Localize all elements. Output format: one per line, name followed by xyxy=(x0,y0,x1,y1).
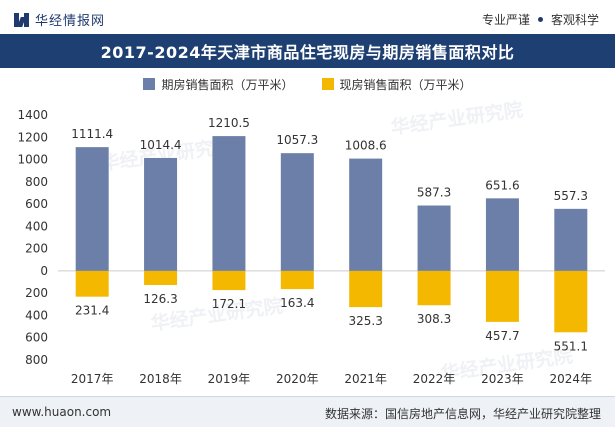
data-label-existing: 163.4 xyxy=(280,296,314,310)
x-tick-label: 2023年 xyxy=(481,372,524,386)
bar-existing xyxy=(554,270,588,333)
data-label-existing: 308.3 xyxy=(417,312,451,326)
data-label-futures: 1111.4 xyxy=(71,127,113,141)
bar-existing xyxy=(75,270,109,297)
bar-existing xyxy=(417,270,451,306)
y-tick-label: 400 xyxy=(25,308,48,322)
bar-futures xyxy=(485,198,519,271)
bar-futures xyxy=(349,158,383,271)
y-tick-label: 200 xyxy=(25,286,48,300)
y-tick-label: 1400 xyxy=(17,108,48,122)
legend-label-existing: 现房销售面积（万平米） xyxy=(339,77,472,92)
data-label-existing: 126.3 xyxy=(143,292,177,306)
chart-title: 2017-2024年天津市商品住宅现房与期房销售面积对比 xyxy=(100,43,515,62)
data-label-futures: 557.3 xyxy=(554,189,588,203)
bar-existing xyxy=(212,270,246,291)
y-tick-label: 200 xyxy=(25,242,48,256)
top-bar: 华经情报网 专业严谨 客观科学 xyxy=(0,0,615,34)
y-tick-label: 600 xyxy=(25,331,48,345)
legend-swatch-futures xyxy=(143,78,156,90)
bar-existing xyxy=(280,270,314,290)
y-tick-label: 600 xyxy=(25,197,48,211)
data-label-existing: 457.7 xyxy=(485,329,519,343)
brand-name: 华经情报网 xyxy=(35,14,106,29)
y-tick-label: 1200 xyxy=(17,130,48,144)
bar-existing xyxy=(485,270,519,322)
x-tick-label: 2019年 xyxy=(208,372,251,386)
footer: www.huaon.com 数据来源：国信房地产信息网，华经产业研究院整理 xyxy=(0,396,615,427)
data-label-existing: 325.3 xyxy=(349,314,383,328)
data-label-futures: 1057.3 xyxy=(276,133,318,147)
legend-swatch-existing xyxy=(321,78,334,90)
legend-label-futures: 期房销售面积（万平米） xyxy=(161,77,294,92)
x-tick-label: 2024年 xyxy=(550,372,593,386)
bar-futures xyxy=(554,208,588,271)
data-label-futures: 587.3 xyxy=(417,186,451,200)
bar-futures xyxy=(212,136,246,271)
footer-website[interactable]: www.huaon.com xyxy=(12,405,112,419)
bar-futures xyxy=(280,153,314,271)
y-tick-label: 1000 xyxy=(17,153,48,167)
data-label-futures: 651.6 xyxy=(485,178,519,192)
huajing-logo-icon xyxy=(14,12,29,27)
x-tick-label: 2022年 xyxy=(413,372,456,386)
y-tick-label: 400 xyxy=(25,219,48,233)
tagline-left: 专业严谨 xyxy=(481,13,530,27)
data-label-futures: 1014.4 xyxy=(140,138,182,152)
bar-existing xyxy=(349,270,383,308)
footer-source: 数据来源：国信房地产信息网，华经产业研究院整理 xyxy=(324,407,601,421)
y-tick-label: 800 xyxy=(25,353,48,367)
x-tick-label: 2018年 xyxy=(139,372,182,386)
y-tick-label: 800 xyxy=(25,175,48,189)
bar-futures xyxy=(144,157,178,271)
title-bar: 2017-2024年天津市商品住宅现房与期房销售面积对比 xyxy=(0,34,615,68)
dot-icon xyxy=(537,17,543,22)
tagline: 专业严谨 客观科学 xyxy=(482,11,599,28)
legend-item-existing: 现房销售面积（万平米） xyxy=(321,76,472,93)
legend-item-futures: 期房销售面积（万平米） xyxy=(143,76,294,93)
data-label-existing: 551.1 xyxy=(554,339,588,353)
x-tick-label: 2021年 xyxy=(344,372,387,386)
y-tick-label: 0 xyxy=(40,264,48,278)
bar-futures xyxy=(417,205,451,271)
data-label-existing: 231.4 xyxy=(75,304,109,318)
bar-chart: 1400 1200 1000 800 600 400 200 0 200 400 600 800 111… xyxy=(17,108,605,386)
bar-futures xyxy=(75,147,109,271)
data-label-futures: 1210.5 xyxy=(208,116,250,130)
data-label-futures: 1008.6 xyxy=(345,139,387,153)
bar-existing xyxy=(144,270,178,285)
data-label-existing: 172.1 xyxy=(212,297,246,311)
chart-legend: 期房销售面积（万平米） 现房销售面积（万平米） xyxy=(0,74,615,94)
x-tick-label: 2017年 xyxy=(71,372,114,386)
chart-area: 1400 1200 1000 800 600 400 200 0 200 400 600 800 111… xyxy=(0,96,615,392)
tagline-right: 客观科学 xyxy=(550,13,599,27)
x-tick-label: 2020年 xyxy=(276,372,319,386)
brand: 华经情报网 xyxy=(14,10,105,29)
